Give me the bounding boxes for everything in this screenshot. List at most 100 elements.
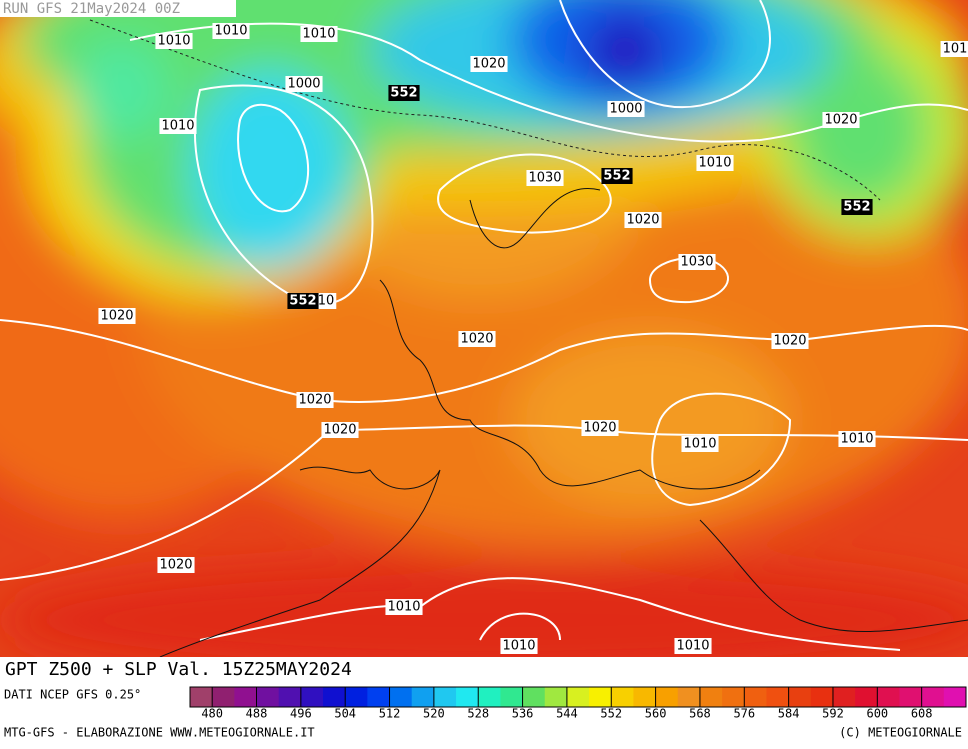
isobar-label: 1010	[155, 33, 193, 49]
colorbar-tick-label: 488	[246, 707, 268, 721]
isobar-label: 1020	[771, 333, 809, 349]
map-title: GPT Z500 + SLP Val. 15Z25MAY2024	[5, 659, 352, 680]
isobar-label-text: 1020	[460, 332, 493, 347]
colorbar-swatch	[478, 687, 501, 707]
isobar-label-box	[674, 638, 712, 654]
colorbar-swatch	[899, 687, 923, 707]
z500-label-box	[388, 85, 420, 101]
isobar-label-box	[321, 422, 359, 438]
colorbar-swatch	[677, 687, 701, 707]
isobar-label: 1020	[296, 392, 334, 408]
isobar-label-box	[315, 293, 337, 309]
colorbar-swatch	[411, 687, 435, 707]
colorbar-tick-label: 512	[379, 707, 401, 721]
isobar-label-box	[678, 254, 716, 270]
z500-label: 552	[287, 293, 319, 309]
z500-label-box	[287, 293, 319, 309]
isobar-label: 1010	[696, 155, 734, 171]
colorbar-swatch	[234, 687, 258, 707]
colorbar-swatch	[190, 687, 213, 707]
isobar-label: 1020	[624, 212, 662, 228]
isobar-label-text: 1020	[159, 558, 192, 573]
isobar-label-box	[285, 76, 323, 92]
colorbar-tick-label: 544	[556, 707, 578, 721]
colorbar-swatch	[611, 687, 634, 707]
isobar-label: 1010	[674, 638, 712, 654]
colorbar: 480 488 496 504 512 520 528 536 544 552 560 568 576 5…	[189, 686, 967, 721]
colorbar-tick-label: 576	[733, 707, 755, 721]
colorbar-swatch	[212, 687, 235, 707]
colorbar-swatch	[433, 687, 457, 707]
colorbar-swatch	[389, 687, 413, 707]
isobar-label: 1020	[581, 420, 619, 436]
colorbar-swatch	[456, 687, 479, 707]
isobar-label-text: 10	[318, 294, 335, 309]
isobar-label-text: 1010	[157, 34, 190, 49]
isobar-label-box	[696, 155, 734, 171]
colorbar-swatch	[278, 687, 302, 707]
isobar-label: 1020	[321, 422, 359, 438]
title-box	[0, 657, 410, 684]
colorbar-tick-label: 520	[423, 707, 445, 721]
colorbar-swatch	[589, 687, 612, 707]
isobar-label: 1010	[500, 638, 538, 654]
isobar-label-box	[681, 436, 719, 452]
isobar-label: 1010	[681, 436, 719, 452]
isobar-label: 1000	[607, 101, 645, 117]
isobar-label-text: 1020	[626, 213, 659, 228]
isobar-label-text: 1010	[683, 437, 716, 452]
data-source: DATI NCEP GFS 0.25°	[4, 688, 141, 702]
run-label-box	[0, 0, 236, 17]
z500-label-text: 552	[289, 294, 316, 309]
colorbar-swatch	[766, 687, 790, 707]
isobar-label-box	[526, 170, 564, 186]
colorbar-swatch	[300, 687, 324, 707]
colorbar-swatch	[877, 687, 900, 707]
colorbar-swatch	[921, 687, 945, 707]
isobar-label-text: 1000	[287, 77, 320, 92]
isobar-label-box	[458, 331, 496, 347]
isobar-label-box	[212, 23, 250, 39]
isobar-label-text: 1000	[609, 102, 642, 117]
colorbar-swatch	[544, 687, 568, 707]
colorbar-swatch	[522, 687, 546, 707]
isobar-label: 1030	[678, 254, 716, 270]
colorbar-swatch	[722, 687, 745, 707]
isobar-label-box	[470, 56, 508, 72]
colorbar-swatch	[367, 687, 391, 707]
colorbar-tick-label: 592	[822, 707, 844, 721]
isobar-label: 1020	[470, 56, 508, 72]
isobar-label-text: 1010	[214, 24, 247, 39]
isobar-label-text: 1010	[387, 600, 420, 615]
isobar-label-box	[385, 599, 423, 615]
colorbar-swatch	[633, 687, 657, 707]
isobar-label: 10	[315, 293, 337, 309]
contour-labels: 1010 1010 1010 1020 1000 1010 1000 1020 1010 1030…	[98, 23, 968, 654]
isobar-label: 1010	[385, 599, 423, 615]
isobar-label-box	[822, 112, 860, 128]
z500-label-text: 552	[390, 86, 417, 101]
isobar-label-box	[771, 333, 809, 349]
isobar-label-text: 1030	[680, 255, 713, 270]
isobar-label: 1010	[300, 26, 338, 42]
colorbar-tick-label: 480	[201, 707, 223, 721]
run-label: RUN GFS 21May2024 00Z	[3, 1, 180, 17]
isobar-label: 1020	[822, 112, 860, 128]
isobar-label: 1020	[157, 557, 195, 573]
isobar-label-text: 1010	[840, 432, 873, 447]
colorbar-swatch	[256, 687, 280, 707]
colorbar-tick-label: 528	[467, 707, 489, 721]
isobar-label: 1020	[98, 308, 136, 324]
isobar-label-text: 1010	[302, 27, 335, 42]
isobar-label: 1030	[526, 170, 564, 186]
colorbar-swatch	[744, 687, 767, 707]
credit-right: (C) METEOGIORNALE	[839, 726, 962, 740]
isobar-label-text: 1020	[583, 421, 616, 436]
colorbar-tick-label: 568	[689, 707, 711, 721]
isobar-label-box	[300, 26, 338, 42]
isobar-label-box	[581, 420, 619, 436]
isobar-label-box	[155, 33, 193, 49]
credit-left: MTG-GFS - ELABORAZIONE WWW.METEOGIORNALE…	[4, 726, 315, 740]
colorbar-tick-label: 504	[334, 707, 356, 721]
